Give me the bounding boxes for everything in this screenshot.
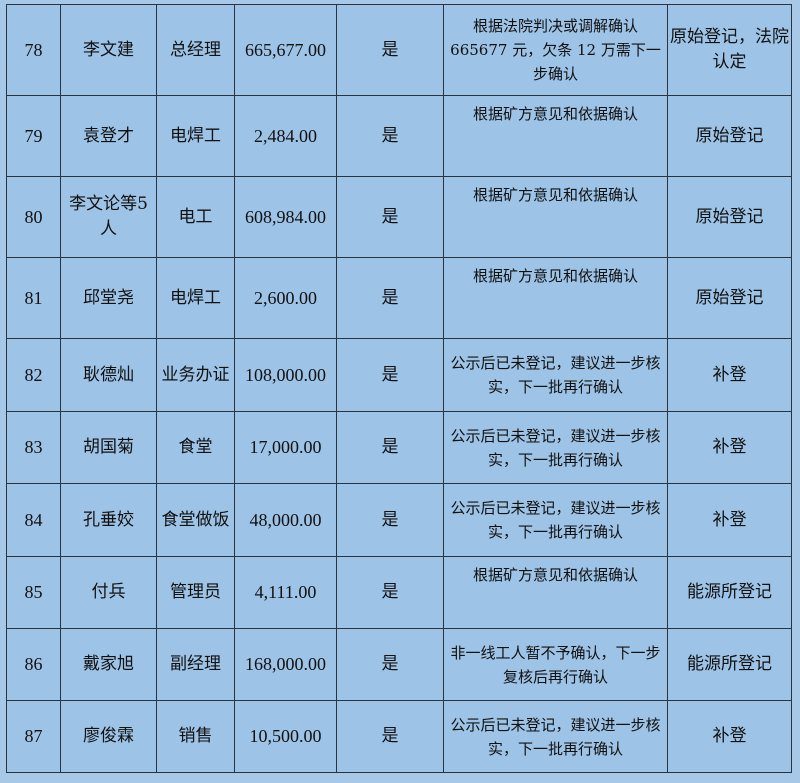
cell-name: 廖俊霖 xyxy=(60,700,157,773)
cell-note: 公示后已未登记，建议进一步核实，下一批再行确认 xyxy=(443,338,668,412)
cell-no: 81 xyxy=(6,257,61,339)
cell-name: 戴家旭 xyxy=(60,628,157,701)
cell-note: 根据矿方意见和依据确认 xyxy=(443,176,668,258)
cell-source: 原始登记 xyxy=(667,176,792,258)
cell-note: 根据矿方意见和依据确认 xyxy=(443,556,668,629)
cell-source: 补登 xyxy=(667,483,792,557)
cell-note: 公示后已未登记，建议进一步核实，下一批再行确认 xyxy=(443,483,668,557)
cell-note: 根据矿方意见和依据确认 xyxy=(443,95,668,177)
cell-source: 能源所登记 xyxy=(667,556,792,629)
cell-no: 85 xyxy=(6,556,61,629)
cell-name: 付兵 xyxy=(60,556,157,629)
table-row: 81 邱堂尧 电焊工 2,600.00 是根据矿方意见和依据确认 原始登记 xyxy=(6,257,792,339)
cell-confirmed: 是 xyxy=(336,95,444,177)
cell-name: 孔垂姣 xyxy=(60,483,157,557)
cell-confirmed: 是 xyxy=(336,257,444,339)
cell-confirmed: 是 xyxy=(336,628,444,701)
cell-confirmed: 是 xyxy=(336,338,444,412)
cell-no: 80 xyxy=(6,176,61,258)
cell-no: 79 xyxy=(6,95,61,177)
cell-source: 原始登记，法院认定 xyxy=(667,4,792,96)
cell-name: 胡国菊 xyxy=(60,411,157,484)
cell-no: 84 xyxy=(6,483,61,557)
table-row: 79 袁登才 电焊工 2,484.00 是根据矿方意见和依据确认 原始登记 xyxy=(6,95,792,177)
cell-name: 邱堂尧 xyxy=(60,257,157,339)
cell-confirmed: 是 xyxy=(336,176,444,258)
cell-job: 业务办证 xyxy=(156,338,235,412)
table-row: 82 耿德灿 业务办证 108,000.00 是公示后已未登记，建议进一步核实，下一批再… xyxy=(6,338,792,412)
cell-source: 原始登记 xyxy=(667,95,792,177)
cell-confirmed: 是 xyxy=(336,700,444,773)
cell-job: 副经理 xyxy=(156,628,235,701)
cell-amount: 2,600.00 xyxy=(234,257,337,339)
cell-confirmed: 是 xyxy=(336,4,444,96)
cell-no: 86 xyxy=(6,628,61,701)
table-row: 78 李文建 总经理 665,677.00 是根据法院判决或调解确认665677 元，欠… xyxy=(6,4,792,96)
cell-note: 根据法院判决或调解确认665677 元，欠条 12 万需下一步确认 xyxy=(443,4,668,96)
cell-amount: 4,111.00 xyxy=(234,556,337,629)
cell-name: 袁登才 xyxy=(60,95,157,177)
claims-table: 78 李文建 总经理 665,677.00 是根据法院判决或调解确认665677 元，欠… xyxy=(6,4,792,773)
table-row: 80 李文论等5人 电工 608,984.00 是根据矿方意见和依据确认 原始登记 xyxy=(6,176,792,258)
cell-amount: 48,000.00 xyxy=(234,483,337,557)
cell-amount: 108,000.00 xyxy=(234,338,337,412)
cell-confirmed: 是 xyxy=(336,556,444,629)
table-row: 84 孔垂姣 食堂做饭 48,000.00 是公示后已未登记，建议进一步核实，下一批再行… xyxy=(6,483,792,557)
cell-no: 83 xyxy=(6,411,61,484)
cell-job: 销售 xyxy=(156,700,235,773)
cell-job: 管理员 xyxy=(156,556,235,629)
cell-amount: 608,984.00 xyxy=(234,176,337,258)
cell-source: 原始登记 xyxy=(667,257,792,339)
cell-confirmed: 是 xyxy=(336,411,444,484)
cell-amount: 2,484.00 xyxy=(234,95,337,177)
cell-job: 电焊工 xyxy=(156,257,235,339)
cell-source: 能源所登记 xyxy=(667,628,792,701)
cell-note: 公示后已未登记，建议进一步核实，下一批再行确认 xyxy=(443,700,668,773)
cell-amount: 10,500.00 xyxy=(234,700,337,773)
cell-no: 87 xyxy=(6,700,61,773)
cell-note: 根据矿方意见和依据确认 xyxy=(443,257,668,339)
cell-amount: 665,677.00 xyxy=(234,4,337,96)
cell-amount: 17,000.00 xyxy=(234,411,337,484)
cell-job: 电焊工 xyxy=(156,95,235,177)
cell-amount: 168,000.00 xyxy=(234,628,337,701)
cell-job: 电工 xyxy=(156,176,235,258)
cell-no: 78 xyxy=(6,4,61,96)
cell-note: 非一线工人暂不予确认，下一步复核后再行确认 xyxy=(443,628,668,701)
cell-source: 补登 xyxy=(667,700,792,773)
cell-source: 补登 xyxy=(667,411,792,484)
table-row: 87 廖俊霖 销售 10,500.00 是公示后已未登记，建议进一步核实，下一批再行确认… xyxy=(6,700,792,773)
table-row: 85 付兵 管理员 4,111.00 是根据矿方意见和依据确认 能源所登记 xyxy=(6,556,792,629)
cell-job: 总经理 xyxy=(156,4,235,96)
cell-job: 食堂 xyxy=(156,411,235,484)
cell-name: 李文建 xyxy=(60,4,157,96)
cell-name: 李文论等5人 xyxy=(60,176,157,258)
cell-confirmed: 是 xyxy=(336,483,444,557)
cell-name: 耿德灿 xyxy=(60,338,157,412)
cell-note: 公示后已未登记，建议进一步核实，下一批再行确认 xyxy=(443,411,668,484)
table-row: 86 戴家旭 副经理 168,000.00 是非一线工人暂不予确认，下一步复核后再行确认… xyxy=(6,628,792,701)
cell-source: 补登 xyxy=(667,338,792,412)
table-row: 83 胡国菊 食堂 17,000.00 是公示后已未登记，建议进一步核实，下一批再行确认… xyxy=(6,411,792,484)
cell-no: 82 xyxy=(6,338,61,412)
cell-job: 食堂做饭 xyxy=(156,483,235,557)
